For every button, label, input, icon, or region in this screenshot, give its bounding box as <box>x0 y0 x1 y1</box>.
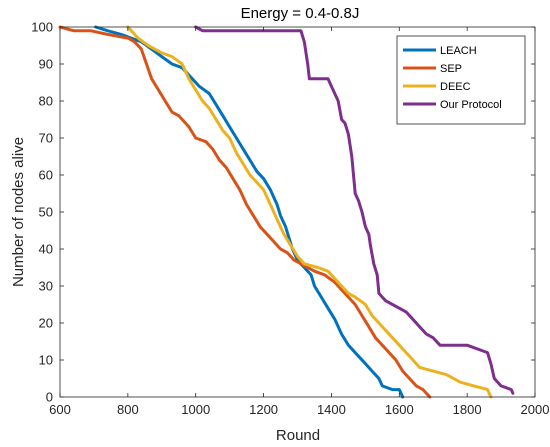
legend-label: LEACH <box>440 45 477 57</box>
y-tick-label: 10 <box>39 353 53 368</box>
series-line-sep <box>58 25 432 399</box>
y-tick-label: 50 <box>39 205 53 220</box>
y-tick-label: 70 <box>39 131 53 146</box>
y-tick-label: 30 <box>39 279 53 294</box>
series-line-our-protocol <box>194 25 515 395</box>
x-tick-label: 1000 <box>181 402 210 417</box>
x-tick-label: 1800 <box>453 402 482 417</box>
x-tick-label: 600 <box>49 402 71 417</box>
legend-label: SEP <box>440 63 462 75</box>
x-tick-label: 1200 <box>249 402 278 417</box>
y-tick-label: 100 <box>31 20 53 35</box>
legend: LEACH SEP DEEC Our Protocol <box>396 35 526 125</box>
legend-label: Our Protocol <box>440 99 502 111</box>
y-tick-label: 0 <box>46 390 53 405</box>
y-axis: 0 10 20 30 40 50 60 70 80 90 100 <box>31 20 535 405</box>
x-tick-label: 800 <box>117 402 139 417</box>
chart-title: Energy = 0.4-0.8J <box>241 5 360 22</box>
y-tick-label: 40 <box>39 242 53 257</box>
y-tick-label: 60 <box>39 168 53 183</box>
y-tick-label: 80 <box>39 94 53 109</box>
x-tick-label: 1400 <box>317 402 346 417</box>
x-axis: 600 800 1000 1200 1400 1600 1800 2000 <box>49 27 549 417</box>
series-line-deec <box>126 25 493 399</box>
legend-label: DEEC <box>440 81 471 93</box>
y-tick-label: 90 <box>39 57 53 72</box>
y-tick-label: 20 <box>39 316 53 331</box>
series-line-leach <box>94 25 405 399</box>
y-axis-label: Number of nodes alive <box>10 137 27 287</box>
x-tick-label: 1600 <box>385 402 414 417</box>
x-axis-label: Round <box>276 427 320 444</box>
series-layer <box>58 25 515 399</box>
x-tick-label: 2000 <box>521 402 550 417</box>
